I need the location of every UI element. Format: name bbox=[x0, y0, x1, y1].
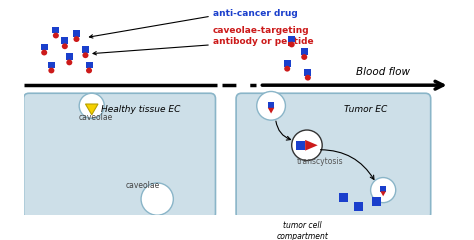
Ellipse shape bbox=[53, 33, 59, 38]
Bar bbox=[380, 186, 386, 192]
Bar bbox=[73, 30, 80, 37]
Ellipse shape bbox=[305, 75, 311, 81]
FancyBboxPatch shape bbox=[236, 93, 431, 219]
Text: Healthy tissue EC: Healthy tissue EC bbox=[101, 105, 181, 114]
Circle shape bbox=[79, 93, 104, 118]
Circle shape bbox=[141, 183, 173, 215]
Polygon shape bbox=[85, 104, 98, 115]
Bar bbox=[288, 36, 295, 42]
Circle shape bbox=[371, 178, 396, 203]
Bar bbox=[41, 44, 48, 50]
Ellipse shape bbox=[62, 43, 68, 49]
Ellipse shape bbox=[301, 54, 307, 60]
Ellipse shape bbox=[73, 36, 80, 42]
Ellipse shape bbox=[86, 68, 92, 73]
Text: tumor cell
compartment: tumor cell compartment bbox=[276, 222, 328, 240]
Bar bbox=[296, 141, 305, 150]
Ellipse shape bbox=[82, 52, 89, 58]
Text: caveolae-targeting
antibody or peptide: caveolae-targeting antibody or peptide bbox=[213, 26, 313, 46]
Bar bbox=[284, 60, 291, 67]
Text: caveolae: caveolae bbox=[78, 113, 112, 122]
FancyBboxPatch shape bbox=[24, 93, 216, 219]
Bar bbox=[86, 61, 92, 68]
FancyArrowPatch shape bbox=[320, 150, 374, 180]
FancyArrowPatch shape bbox=[276, 121, 291, 140]
Bar bbox=[48, 61, 55, 68]
Polygon shape bbox=[305, 140, 318, 151]
Bar bbox=[62, 37, 68, 44]
Bar bbox=[304, 69, 311, 76]
Ellipse shape bbox=[41, 50, 47, 55]
Polygon shape bbox=[380, 191, 386, 196]
Bar bbox=[268, 102, 274, 108]
Ellipse shape bbox=[48, 68, 55, 73]
Bar bbox=[301, 48, 308, 55]
Bar bbox=[66, 54, 73, 60]
Text: anti-cancer drug: anti-cancer drug bbox=[213, 9, 298, 18]
Ellipse shape bbox=[66, 60, 73, 65]
Circle shape bbox=[292, 130, 322, 161]
Bar bbox=[53, 27, 59, 33]
Text: Blood flow: Blood flow bbox=[356, 67, 410, 77]
Bar bbox=[339, 193, 348, 202]
Text: caveolae: caveolae bbox=[126, 181, 160, 190]
Text: transcytosis: transcytosis bbox=[297, 157, 344, 166]
Polygon shape bbox=[268, 108, 274, 114]
Bar bbox=[373, 197, 382, 206]
Bar bbox=[354, 202, 363, 211]
Circle shape bbox=[257, 91, 285, 120]
Text: Tumor EC: Tumor EC bbox=[344, 105, 387, 114]
Ellipse shape bbox=[289, 42, 295, 48]
Bar bbox=[82, 46, 89, 53]
Ellipse shape bbox=[284, 66, 290, 72]
